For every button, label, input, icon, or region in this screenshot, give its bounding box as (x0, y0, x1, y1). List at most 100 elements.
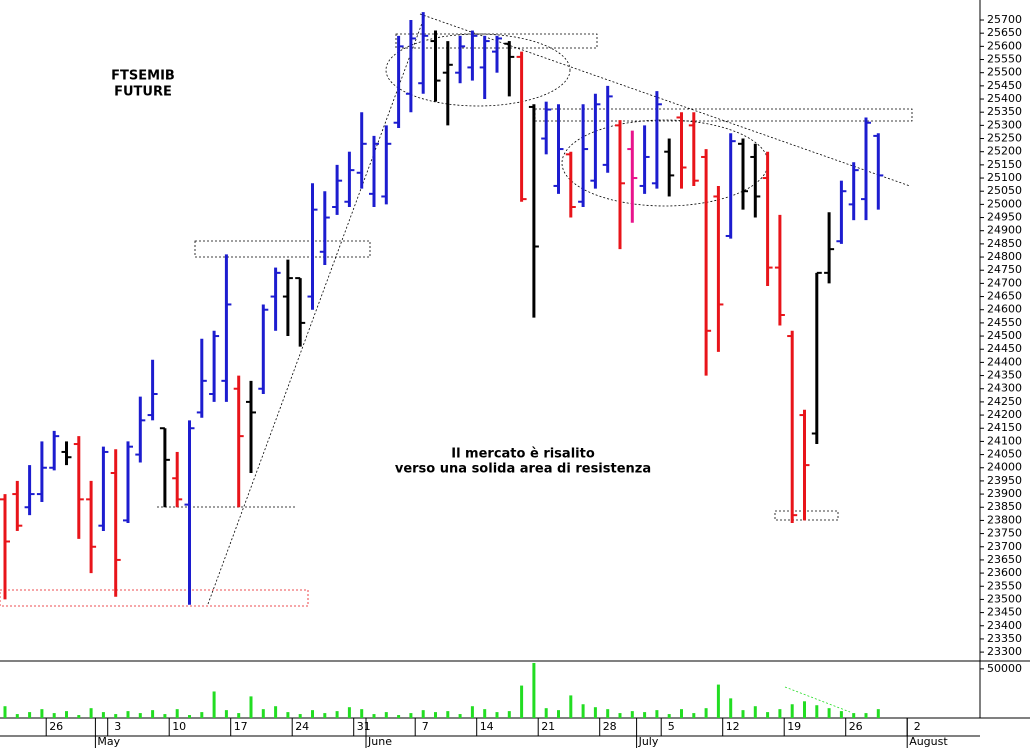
volume-bar (864, 713, 868, 718)
volume-bar (274, 706, 278, 718)
volume-bar (446, 711, 450, 718)
y-tick-label: 24000 (987, 461, 1022, 474)
volume-bar (347, 707, 351, 718)
volume-bar (28, 712, 32, 718)
volume-bar (606, 709, 610, 718)
volume-bar (458, 714, 462, 718)
y-tick-label: 24450 (987, 342, 1022, 355)
volume-bar (716, 684, 720, 718)
volume-bar (237, 713, 241, 718)
volume-bar (126, 711, 130, 718)
y-tick-label: 23700 (987, 540, 1022, 553)
volume-bar (52, 713, 56, 718)
volume-bar (89, 708, 93, 718)
y-tick-label: 24250 (987, 395, 1022, 408)
y-tick-label: 24850 (987, 237, 1022, 250)
volume-bar (163, 714, 167, 718)
annotation: Il mercato è risalito (451, 447, 595, 462)
y-tick-label: 25250 (987, 132, 1022, 145)
y-tick-label: 23900 (987, 487, 1022, 500)
month-label: June (367, 735, 392, 748)
y-tick-label: 24750 (987, 263, 1022, 276)
y-tick-label: 25650 (987, 26, 1022, 39)
y-tick-label: 23650 (987, 553, 1022, 566)
y-tick-label: 25450 (987, 79, 1022, 92)
volume-bar (790, 704, 794, 718)
y-tick-label: 24500 (987, 329, 1022, 342)
x-tick-label: 3 (114, 720, 121, 733)
volume-bar (581, 704, 585, 718)
volume-bar (434, 712, 437, 718)
y-tick-label: 24400 (987, 355, 1022, 368)
volume-bar (532, 662, 536, 718)
volume-bar (397, 715, 401, 718)
x-tick-label: 28 (603, 720, 617, 733)
volume-bar (827, 708, 831, 718)
volume-bar (335, 711, 339, 718)
volume-bar (729, 698, 733, 718)
y-tick-label: 24700 (987, 276, 1022, 289)
y-tick-label: 24300 (987, 382, 1022, 395)
y-tick-label: 23400 (987, 619, 1022, 632)
volume-bar (839, 711, 843, 718)
y-tick-label: 25050 (987, 184, 1022, 197)
volume-bar (249, 696, 253, 718)
volume-bar (384, 712, 388, 718)
volume-bar (77, 715, 81, 718)
y-tick-label: 24950 (987, 211, 1022, 224)
y-tick-label: 23300 (987, 645, 1022, 658)
volume-bar (311, 710, 314, 718)
volume-bar (212, 691, 216, 718)
y-tick-label: 23750 (987, 527, 1022, 540)
y-tick-label: 25400 (987, 92, 1022, 105)
x-tick-label: 26 (849, 720, 863, 733)
month-label: May (97, 735, 120, 748)
volume-bar (692, 713, 696, 718)
y-tick-label: 50000 (987, 662, 1022, 675)
resistance-box (194, 240, 371, 258)
x-tick-label: 7 (422, 720, 429, 733)
y-tick-label: 24650 (987, 290, 1022, 303)
volume-bar (138, 713, 142, 718)
y-tick-label: 23500 (987, 592, 1022, 605)
volume-bar (618, 713, 622, 718)
volume-bar (876, 709, 880, 718)
x-tick-label: 17 (234, 720, 248, 733)
y-tick-label: 25100 (987, 171, 1022, 184)
y-tick-label: 23450 (987, 606, 1022, 619)
volume-bar (15, 714, 19, 718)
month-label: July (638, 735, 659, 748)
y-tick-label: 25350 (987, 105, 1022, 118)
x-tick-label: 26 (49, 720, 63, 733)
y-tick-label: 24100 (987, 434, 1022, 447)
x-tick-label: 2 (914, 720, 921, 733)
x-tick-label: 5 (668, 720, 675, 733)
y-tick-label: 25200 (987, 145, 1022, 158)
trend-line (207, 14, 426, 605)
y-tick-label: 23800 (987, 513, 1022, 526)
volume-bar (3, 706, 7, 718)
y-tick-label: 25700 (987, 13, 1022, 26)
y-tick-label: 25000 (987, 197, 1022, 210)
x-tick-label: 19 (787, 720, 801, 733)
annotation: verso una solida area di resistenza (395, 462, 651, 477)
volume-bar (643, 712, 647, 718)
volume-bar (483, 709, 487, 718)
volume-bar (741, 710, 745, 718)
top-ellipse (385, 33, 571, 107)
support-box (0, 589, 309, 607)
y-tick-label: 24550 (987, 316, 1022, 329)
volume-bar (815, 705, 819, 718)
volume-bar (704, 708, 708, 718)
x-tick-label: 12 (726, 720, 740, 733)
y-tick-label: 25500 (987, 66, 1022, 79)
volume-bar (766, 712, 770, 718)
volume-bar (40, 709, 44, 718)
volume-bar (852, 713, 856, 718)
volume-bar (495, 712, 499, 718)
trend-line (419, 13, 911, 187)
volume-bar (753, 706, 757, 718)
volume-bar (520, 685, 524, 718)
y-tick-label: 24150 (987, 421, 1022, 434)
